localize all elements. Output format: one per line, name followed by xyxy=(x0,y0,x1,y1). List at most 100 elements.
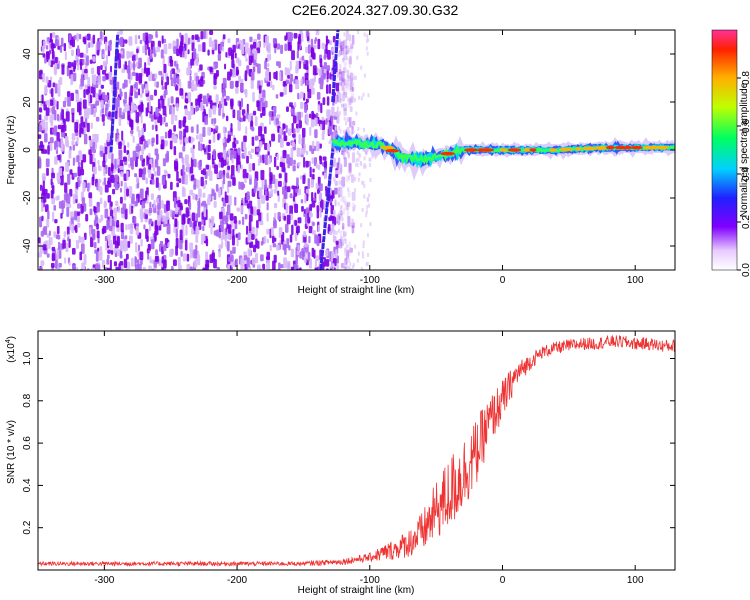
heatmap-cell xyxy=(110,163,114,172)
heatmap-cell xyxy=(220,235,223,241)
heatmap-cell xyxy=(154,256,159,262)
heatmap-cell xyxy=(164,141,168,147)
heatmap-cell xyxy=(119,196,123,204)
heatmap-cell xyxy=(77,45,80,57)
heatmap-cell xyxy=(160,139,165,150)
colorbar-tick-label: 0.4 xyxy=(741,167,750,181)
heatmap-cell xyxy=(129,223,134,235)
heatmap-cell xyxy=(186,253,190,262)
heatmap-cell xyxy=(251,233,255,240)
heatmap-cell xyxy=(273,188,278,194)
heatmap-cell xyxy=(129,193,132,199)
heatmap-cell xyxy=(311,200,316,208)
heatmap-cell xyxy=(316,205,320,212)
heatmap-cell xyxy=(343,108,347,116)
heatmap-cell xyxy=(144,62,147,72)
heatmap-cell xyxy=(327,111,331,121)
heatmap-cell xyxy=(135,53,138,61)
heatmap-cell xyxy=(159,210,163,220)
heatmap-cell xyxy=(78,33,82,40)
heatmap-cell xyxy=(129,203,132,215)
heatmap-cell xyxy=(367,252,370,257)
heatmap-cell xyxy=(214,61,219,69)
heatmap-cell xyxy=(266,54,270,62)
heatmap-cell xyxy=(77,222,81,228)
heatmap-cell xyxy=(275,94,279,99)
heatmap-cell xyxy=(363,156,366,161)
heatmap-cell xyxy=(312,173,315,180)
snr-frame xyxy=(37,330,676,571)
heatmap-cell xyxy=(153,170,157,177)
heatmap-cell xyxy=(139,39,143,45)
heatmap-cell xyxy=(339,230,343,237)
heatmap-cell xyxy=(209,100,213,110)
heatmap-cell xyxy=(231,164,235,176)
heatmap-cell xyxy=(221,241,224,248)
heatmap-cell xyxy=(162,215,166,222)
heatmap-cell xyxy=(97,159,100,165)
heatmap-cell xyxy=(342,57,345,63)
heatmap-cell xyxy=(341,77,346,83)
heatmap-cell xyxy=(238,220,241,225)
heatmap-cell xyxy=(316,235,320,247)
heatmap-cell xyxy=(249,154,253,159)
heatmap-cell xyxy=(202,192,206,198)
heatmap-cell xyxy=(327,224,331,232)
heatmap-cell xyxy=(174,114,178,121)
heatmap-cell xyxy=(80,243,85,254)
heatmap-cell xyxy=(254,253,259,264)
heatmap-cell xyxy=(131,54,136,62)
heatmap-cell xyxy=(312,221,315,227)
heatmap-cell xyxy=(73,210,78,221)
heatmap-cell xyxy=(143,167,147,175)
heatmap-cell xyxy=(195,226,200,235)
heatmap-cell xyxy=(335,240,339,245)
heatmap-cell xyxy=(198,188,202,198)
heatmap-cell xyxy=(182,157,185,165)
heatmap-cell xyxy=(50,87,54,98)
heatmap-cell xyxy=(156,197,160,204)
heatmap-cell xyxy=(158,70,163,76)
heatmap-cell xyxy=(176,103,179,112)
heatmap-cell xyxy=(209,30,214,35)
heatmap-cell xyxy=(215,125,219,131)
heatmap-cell xyxy=(247,232,252,243)
heatmap-cell xyxy=(344,248,347,253)
heatmap-cell xyxy=(250,120,253,127)
heatmap-cell xyxy=(116,128,119,139)
heatmap-cell xyxy=(353,154,356,159)
heatmap-cell xyxy=(314,37,318,42)
heatmap-cell xyxy=(148,152,151,158)
heatmap-cell xyxy=(264,190,268,197)
heatmap-cell xyxy=(51,211,55,222)
heatmap-cell xyxy=(276,153,279,161)
heatmap-cell xyxy=(157,98,161,109)
heatmap-cell xyxy=(311,157,314,164)
heatmap-cell xyxy=(272,84,275,91)
heatmap-cell xyxy=(202,200,207,206)
heatmap-cell xyxy=(87,182,90,192)
heatmap-cell xyxy=(166,200,170,212)
heatmap-cell xyxy=(298,120,302,129)
heatmap-cell xyxy=(176,48,180,57)
heatmap-cell xyxy=(122,156,127,162)
heatmap-cell xyxy=(132,150,137,161)
heatmap-cell xyxy=(345,121,348,126)
heatmap-cell xyxy=(51,172,55,179)
heatmap-cell xyxy=(289,205,293,215)
heatmap-cell xyxy=(53,141,57,150)
signal-peak xyxy=(594,146,609,150)
heatmap-cell xyxy=(258,212,262,222)
heatmap-cell xyxy=(348,56,352,65)
heatmap-cell xyxy=(141,174,146,181)
heatmap-cell xyxy=(258,85,262,94)
heatmap-cell xyxy=(261,179,264,190)
heatmap-cell xyxy=(86,122,90,133)
heatmap-cell xyxy=(232,228,235,237)
heatmap-cell xyxy=(342,129,345,134)
heatmap-cell xyxy=(164,82,168,90)
heatmap-cell xyxy=(339,129,342,134)
heatmap-cell xyxy=(339,64,342,69)
heatmap-cell xyxy=(352,120,356,126)
